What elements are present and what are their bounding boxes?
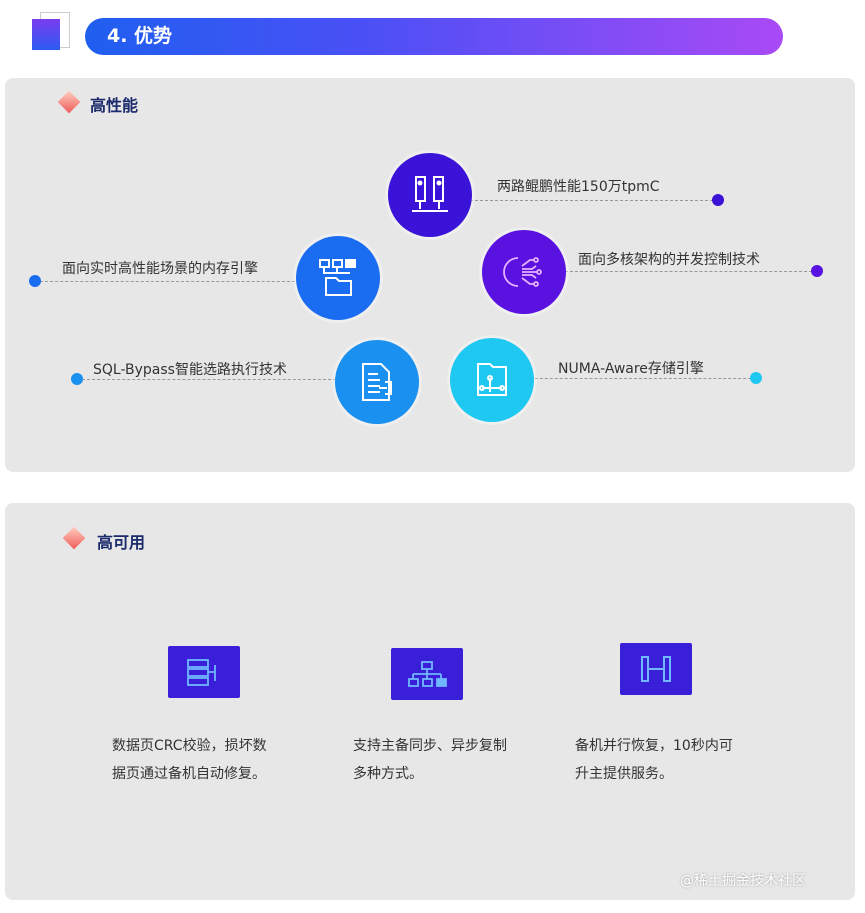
gear-circuit-icon [482,230,566,314]
connector-dot [29,275,41,287]
feature-label: SQL-Bypass智能选路执行技术 [93,362,287,378]
section-title: 4. 优势 [85,18,783,55]
feature-label: 面向多核架构的并发控制技术 [578,252,760,268]
item-line: 升主提供服务。 [575,766,673,782]
hierarchy-icon [391,648,463,700]
connector-line [530,378,756,379]
connector-dot [750,372,762,384]
connector-dot [811,265,823,277]
item-line: 备机并行恢复，10秒内可 [575,738,733,754]
parallel-icon [620,643,692,695]
availability-item: 数据页CRC校验，损坏数 据页通过备机自动修复。 [112,732,322,788]
server-icon [388,153,472,237]
item-line: 支持主备同步、异步复制 [353,738,507,754]
document-route-icon [335,340,419,424]
availability-title: 高可用 [97,533,146,552]
availability-panel [5,503,855,900]
feature-label: NUMA-Aware存储引擎 [558,361,704,377]
item-line: 据页通过备机自动修复。 [112,766,266,782]
item-line: 多种方式。 [353,766,423,782]
section-icon-front [32,19,60,50]
connector-line [35,281,300,282]
performance-title: 高性能 [90,96,139,115]
availability-item: 支持主备同步、异步复制 多种方式。 [353,732,563,788]
connector-line [470,200,718,201]
performance-panel [5,78,855,472]
connector-line [565,271,817,272]
folder-tree-icon [296,236,380,320]
item-line: 数据页CRC校验，损坏数 [112,738,267,754]
availability-item: 备机并行恢复，10秒内可 升主提供服务。 [575,732,785,788]
connector-line [77,379,336,380]
connector-dot [712,194,724,206]
watermark: @稀土掘金技术社区 [680,873,806,889]
storage-check-icon [168,646,240,698]
connector-dot [71,373,83,385]
folder-branch-icon [450,338,534,422]
feature-label: 面向实时高性能场景的内存引擎 [62,261,258,277]
feature-label: 两路鲲鹏性能150万tpmC [497,179,660,195]
